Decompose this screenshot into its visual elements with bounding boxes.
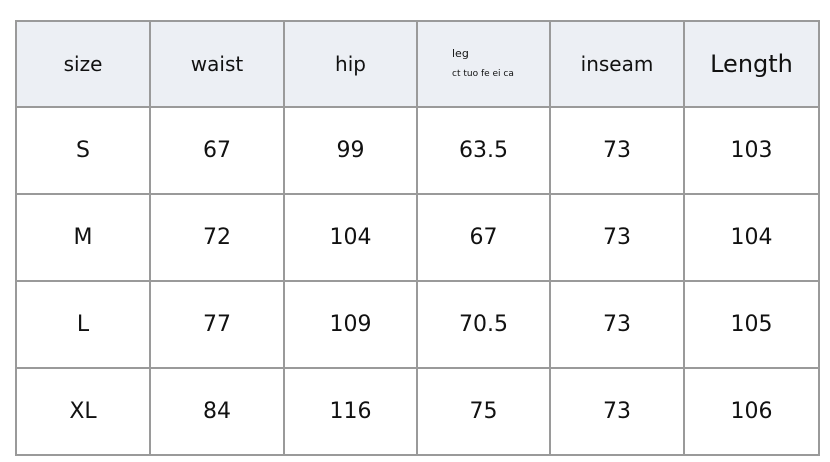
- table-cell: 73: [549, 193, 685, 282]
- table-cell: 77: [149, 280, 285, 369]
- table-cell: 72: [149, 193, 285, 282]
- table-cell: 73: [549, 367, 685, 456]
- table-row: M 72 104 67 73 104: [15, 193, 820, 282]
- table-cell: 109: [283, 280, 418, 369]
- table-cell: 106: [683, 367, 820, 456]
- header-leg-label: leg: [452, 47, 469, 60]
- table-row: XL 84 116 75 73 106: [15, 367, 820, 456]
- table-cell: S: [15, 106, 151, 195]
- header-leg-subtext: ct tuo fe ei ca: [452, 69, 514, 79]
- table-cell: L: [15, 280, 151, 369]
- table-cell: 73: [549, 280, 685, 369]
- table-cell: 105: [683, 280, 820, 369]
- header-size: size: [15, 20, 151, 108]
- header-length: Length: [683, 20, 820, 108]
- header-waist: waist: [149, 20, 285, 108]
- table-cell: 67: [149, 106, 285, 195]
- table-cell: 104: [283, 193, 418, 282]
- table-cell: 75: [416, 367, 551, 456]
- table-cell: 116: [283, 367, 418, 456]
- header-leg: leg ct tuo fe ei ca: [416, 20, 551, 108]
- table-row: L 77 109 70.5 73 105: [15, 280, 820, 369]
- table-cell: 73: [549, 106, 685, 195]
- table-cell: 99: [283, 106, 418, 195]
- table-cell: XL: [15, 367, 151, 456]
- table-cell: 84: [149, 367, 285, 456]
- header-row: size waist hip leg ct tuo fe ei ca insea…: [15, 20, 820, 108]
- table-cell: 63.5: [416, 106, 551, 195]
- header-inseam: inseam: [549, 20, 685, 108]
- table-cell: 104: [683, 193, 820, 282]
- table-cell: M: [15, 193, 151, 282]
- table-cell: 67: [416, 193, 551, 282]
- header-hip: hip: [283, 20, 418, 108]
- size-chart-table: size waist hip leg ct tuo fe ei ca insea…: [15, 20, 820, 456]
- table-row: S 67 99 63.5 73 103: [15, 106, 820, 195]
- table-cell: 103: [683, 106, 820, 195]
- table-cell: 70.5: [416, 280, 551, 369]
